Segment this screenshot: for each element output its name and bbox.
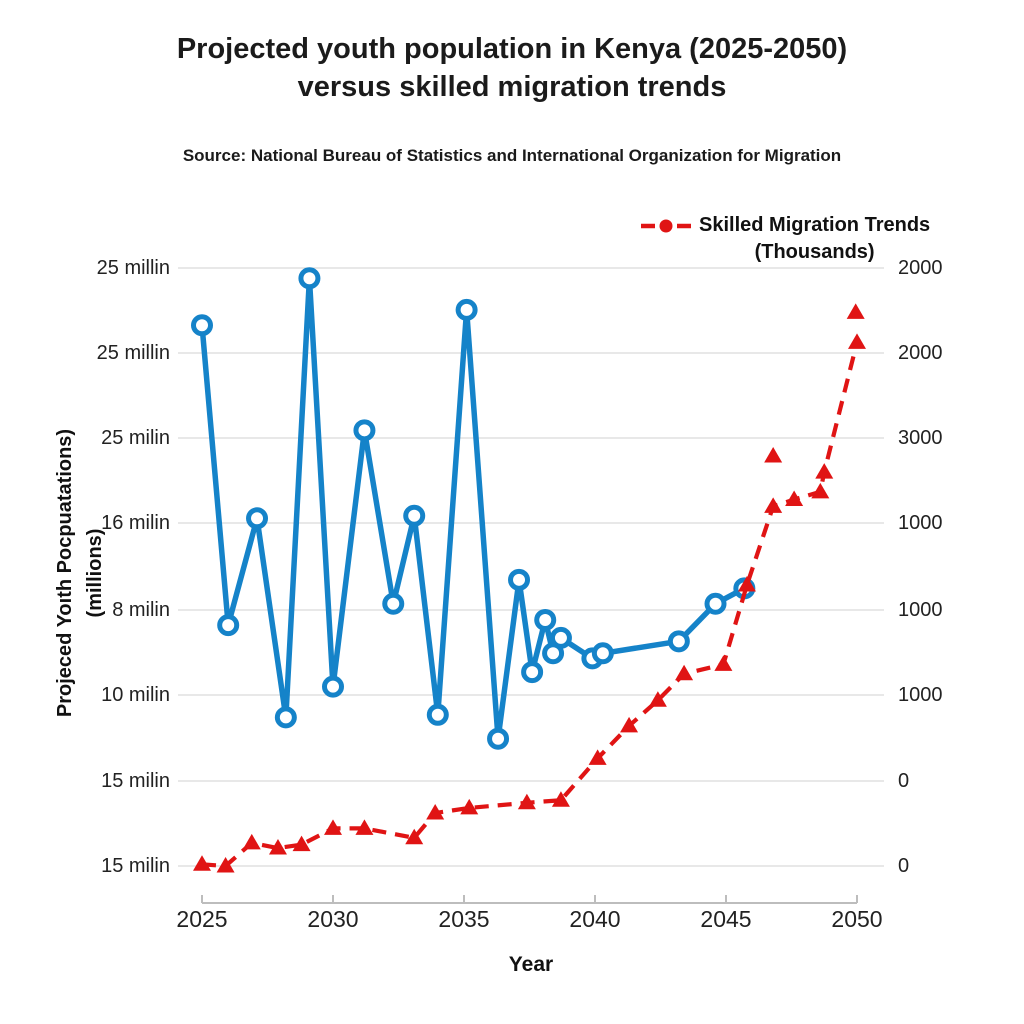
migration-trend-extra-marker	[764, 446, 783, 463]
migration-trend-marker	[737, 575, 756, 592]
migration-trend-marker	[324, 819, 342, 835]
y-right-tick-label: 2000	[898, 342, 943, 364]
x-tick-label: 2030	[307, 906, 359, 932]
migration-trend-marker	[764, 497, 783, 513]
youth-population-marker	[191, 314, 213, 337]
chart-subtitle: Source: National Bureau of Statistics an…	[182, 146, 842, 165]
youth-population-marker	[426, 703, 449, 726]
migration-trend-extra-marker	[846, 303, 865, 319]
y-left-tick-label: 15 milin	[101, 855, 170, 877]
y-left-tick-label: 15 milin	[101, 770, 170, 792]
migration-trend-marker	[268, 839, 287, 855]
y-right-tick-label: 1000	[898, 512, 943, 534]
migration-trend-marker	[193, 855, 211, 871]
x-axis-title: Year	[508, 953, 554, 976]
y-left-tick-label: 25 millin	[96, 342, 170, 364]
legend: Skilled Migration Trends (Thousands)	[640, 212, 930, 266]
x-tick-label: 2050	[831, 906, 883, 932]
youth-population-line	[199, 275, 748, 742]
migration-trend-marker	[811, 482, 830, 499]
migration-trend-marker	[785, 490, 804, 507]
migration-trend-marker	[551, 791, 570, 807]
migration-trend-marker	[460, 798, 479, 815]
youth-population-marker	[382, 592, 405, 615]
youth-population-marker	[487, 727, 510, 750]
migration-trend-marker	[405, 828, 424, 845]
youth-population-marker	[353, 419, 376, 442]
youth-population-marker	[246, 507, 269, 530]
y-left-tick-label: 25 milin	[101, 427, 170, 449]
y-left-tick-label: 16 milin	[101, 512, 170, 534]
youth-population-marker	[667, 630, 690, 653]
migration-trend-marker	[588, 749, 607, 765]
y-left-tick-label: 8 milin	[112, 599, 170, 621]
y-right-tick-label: 0	[898, 770, 910, 792]
y-left-tick-label: 25 millin	[96, 257, 170, 279]
x-tick-label: 2035	[438, 906, 490, 932]
chart-title: Projected youth population in Kenya (202…	[176, 33, 848, 103]
youth-population-marker	[322, 675, 344, 698]
migration-trend-marker	[216, 857, 235, 873]
youth-population-marker	[521, 661, 544, 684]
y-right-tick-label: 2000	[898, 257, 943, 279]
youth-population-marker	[591, 642, 614, 665]
y-right-tick-label: 1000	[898, 684, 943, 706]
legend-dot	[659, 219, 673, 233]
youth-population-marker	[704, 592, 727, 615]
migration-trend-marker	[355, 819, 374, 835]
youth-population-marker	[298, 267, 321, 290]
migration-trend-legend-marker-icon	[641, 219, 691, 233]
migration-trend-marker	[426, 804, 445, 820]
migration-trend-marker	[292, 835, 311, 852]
x-tick-label: 2025	[176, 906, 228, 932]
migration-trend-marker	[848, 333, 866, 349]
migration-trend-marker	[648, 691, 667, 707]
youth-population-marker	[274, 706, 297, 729]
legend-label: Skilled Migration Trends (Thousands)	[699, 214, 931, 263]
y-left-tick-label: 10 milin	[101, 684, 170, 706]
youth-population-marker	[455, 298, 478, 321]
x-tick-label: 2040	[569, 906, 621, 932]
migration-trend-marker	[620, 716, 639, 733]
y-right-tick-label: 0	[898, 855, 910, 877]
youth-population-marker	[217, 614, 240, 637]
migration-trend-marker	[242, 833, 261, 850]
x-tick-label: 2045	[700, 906, 752, 932]
migration-trend-marker	[517, 793, 536, 810]
youth-population-marker	[534, 608, 557, 631]
youth-population-marker	[549, 626, 572, 649]
y-right-tick-label: 1000	[898, 599, 943, 621]
youth-population-marker	[403, 504, 426, 527]
youth-population-marker	[508, 568, 531, 591]
y-axis-title: Projeced Yoıth Pocpuatations) (millions)	[54, 428, 106, 718]
migration-trend-line	[201, 341, 860, 869]
migration-trend-marker	[714, 655, 733, 671]
y-right-tick-label: 3000	[898, 427, 943, 449]
migration-trend-marker	[675, 664, 694, 681]
migration-trend-marker	[815, 463, 834, 479]
